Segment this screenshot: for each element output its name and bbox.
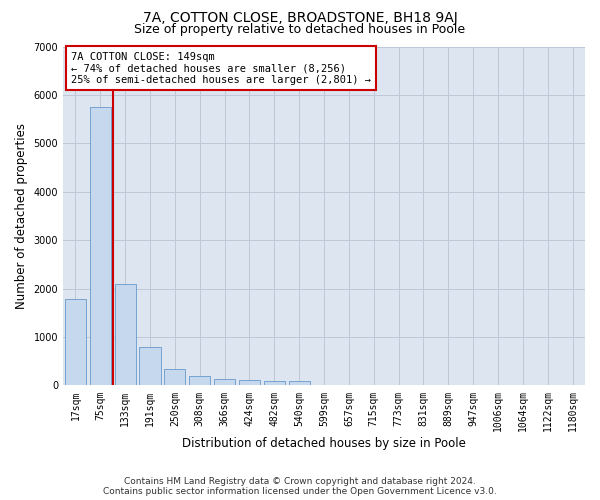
X-axis label: Distribution of detached houses by size in Poole: Distribution of detached houses by size …	[182, 437, 466, 450]
Bar	[239, 380, 260, 386]
Bar	[289, 382, 310, 386]
Bar	[264, 381, 285, 386]
Bar	[189, 376, 211, 386]
Text: 7A COTTON CLOSE: 149sqm
← 74% of detached houses are smaller (8,256)
25% of semi: 7A COTTON CLOSE: 149sqm ← 74% of detache…	[71, 52, 371, 85]
Bar	[65, 300, 86, 386]
Text: 7A, COTTON CLOSE, BROADSTONE, BH18 9AJ: 7A, COTTON CLOSE, BROADSTONE, BH18 9AJ	[143, 11, 457, 25]
Bar	[214, 379, 235, 386]
Bar	[139, 346, 161, 386]
Bar	[90, 107, 111, 386]
Y-axis label: Number of detached properties: Number of detached properties	[15, 123, 28, 309]
Text: Size of property relative to detached houses in Poole: Size of property relative to detached ho…	[134, 22, 466, 36]
Bar	[115, 284, 136, 386]
Bar	[164, 369, 185, 386]
Text: Contains HM Land Registry data © Crown copyright and database right 2024.
Contai: Contains HM Land Registry data © Crown c…	[103, 476, 497, 496]
